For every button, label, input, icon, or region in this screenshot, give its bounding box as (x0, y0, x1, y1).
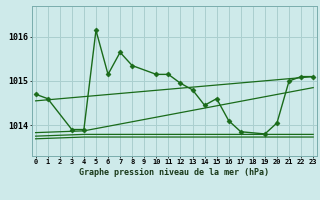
X-axis label: Graphe pression niveau de la mer (hPa): Graphe pression niveau de la mer (hPa) (79, 168, 269, 177)
